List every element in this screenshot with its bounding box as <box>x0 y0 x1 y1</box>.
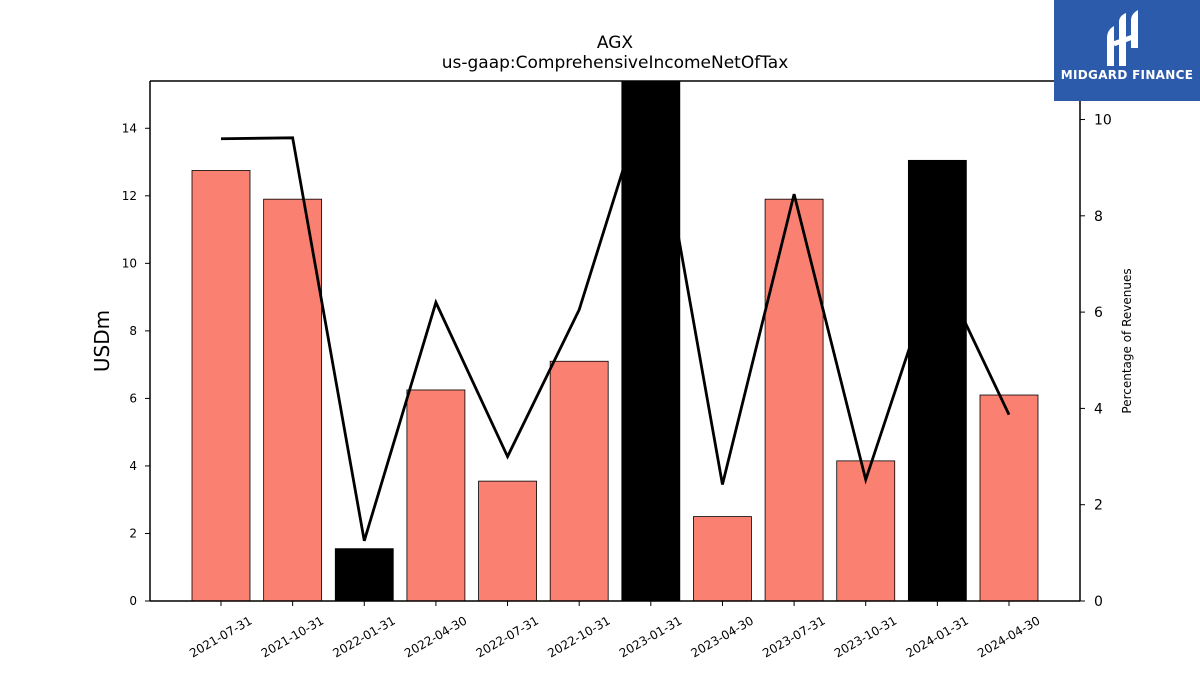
line-series <box>220 80 1011 542</box>
y-tick-label: 4 <box>129 459 137 473</box>
y-tick-label: 6 <box>129 391 137 405</box>
midgard-logo-icon <box>1107 10 1138 66</box>
y-tick-label: 12 <box>122 189 137 203</box>
x-tick-label: 2022-10-31 <box>545 613 612 660</box>
y-tick-label: 10 <box>122 256 137 270</box>
x-tick-label: 2023-01-31 <box>617 613 684 660</box>
x-tick-label: 2023-04-30 <box>689 613 756 660</box>
bar-2022-01-31 <box>334 548 394 602</box>
y-tick-label: 14 <box>122 121 137 135</box>
x-tick-label: 2023-07-31 <box>760 613 827 660</box>
x-tick-label: 2022-07-31 <box>474 613 541 660</box>
chart-subtitle: us-gaap:ComprehensiveIncomeNetOfTax <box>442 53 789 73</box>
x-tick-label: 2024-04-30 <box>975 613 1042 660</box>
bar-2023-07-31 <box>764 198 824 602</box>
x-tick-label: 2021-10-31 <box>259 613 326 660</box>
bar-2023-10-31 <box>836 460 896 602</box>
x-tick-label: 2024-01-31 <box>903 613 970 660</box>
x-tick-label: 2022-04-30 <box>402 613 469 660</box>
bar-2021-07-31 <box>191 170 251 602</box>
y-axis-right-label: Percentage of Revenues <box>1120 268 1134 413</box>
y-right-tick-label: 0 <box>1094 594 1103 610</box>
x-tick-label: 2022-01-31 <box>330 613 397 660</box>
brand-name: MIDGARD FINANCE <box>1060 68 1194 82</box>
brand-logo: MIDGARD FINANCE <box>1054 0 1200 101</box>
bar-series <box>191 80 1039 602</box>
y-right-tick-label: 6 <box>1094 305 1103 321</box>
x-tick-label: 2023-10-31 <box>832 613 899 660</box>
y-tick-label: 2 <box>129 526 137 540</box>
chart-title: AGX <box>597 33 634 53</box>
bar-2022-10-31 <box>549 360 609 602</box>
y-tick-label: 0 <box>129 594 137 608</box>
y-right-tick-label: 10 <box>1094 113 1112 129</box>
y-axis-label: USDm <box>90 310 114 372</box>
percentage-line <box>220 80 1011 542</box>
y-right-tick-label: 4 <box>1094 401 1103 417</box>
bar-2023-04-30 <box>693 516 752 602</box>
bar-2021-10-31 <box>263 198 323 602</box>
bar-2022-04-30 <box>406 389 466 602</box>
bar-2023-01-31 <box>621 80 681 602</box>
bar-2024-01-31 <box>907 159 967 602</box>
x-tick-label: 2021-07-31 <box>187 613 254 660</box>
bar-2024-04-30 <box>979 394 1039 602</box>
y-tick-label: 8 <box>129 324 137 338</box>
bar-2022-07-31 <box>478 480 537 602</box>
y-right-tick-label: 8 <box>1094 209 1103 225</box>
y-right-tick-label: 2 <box>1094 498 1103 514</box>
